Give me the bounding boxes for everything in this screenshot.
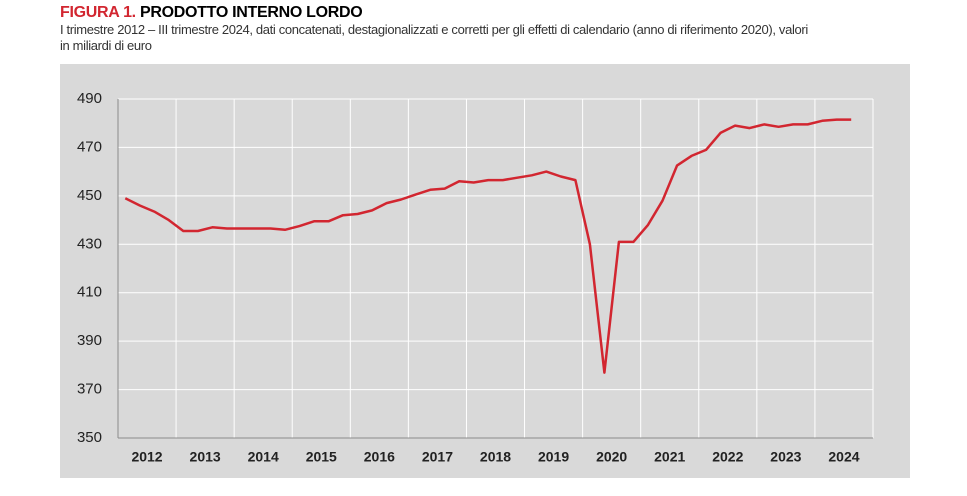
header: FIGURA 1. PRODOTTO INTERNO LORDO I trime… bbox=[60, 4, 940, 54]
y-tick-label: 430 bbox=[77, 235, 102, 252]
subtitle: in miliardi di euro bbox=[60, 38, 152, 53]
x-tick-label: 2015 bbox=[306, 449, 337, 465]
x-tick-label: 2018 bbox=[480, 449, 511, 465]
title-label: FIGURA 1. bbox=[60, 4, 136, 21]
x-tick-label: 2013 bbox=[190, 449, 221, 465]
y-tick-label: 450 bbox=[77, 187, 102, 204]
chart-background bbox=[60, 64, 910, 478]
line-series bbox=[124, 118, 852, 374]
x-tick-label: 2017 bbox=[422, 449, 453, 465]
title: FIGURA 1. PRODOTTO INTERNO LORDO bbox=[60, 4, 940, 22]
x-tick-label: 2014 bbox=[248, 449, 279, 465]
y-tick-label: 410 bbox=[77, 284, 102, 301]
subtitle: I trimestre 2012 – III trimestre 2024, d… bbox=[60, 22, 808, 37]
y-tick-label: 370 bbox=[77, 381, 102, 398]
x-tick-label: 2024 bbox=[828, 449, 859, 465]
y-tick-label: 390 bbox=[77, 332, 102, 349]
chart-title: PRODOTTO INTERNO LORDO bbox=[139, 4, 363, 21]
y-tick-label: 490 bbox=[77, 90, 102, 107]
x-tick-label: 2016 bbox=[364, 449, 395, 465]
y-tick-label: 470 bbox=[77, 138, 102, 155]
x-tick-label: 2021 bbox=[654, 449, 685, 465]
x-tick-label: 2012 bbox=[131, 449, 162, 465]
x-tick-label: 2019 bbox=[538, 449, 569, 465]
x-tick-label: 2023 bbox=[770, 449, 801, 465]
x-tick-label: 2022 bbox=[712, 449, 743, 465]
y-tick-label: 350 bbox=[77, 429, 102, 446]
x-tick-label: 2020 bbox=[596, 449, 627, 465]
